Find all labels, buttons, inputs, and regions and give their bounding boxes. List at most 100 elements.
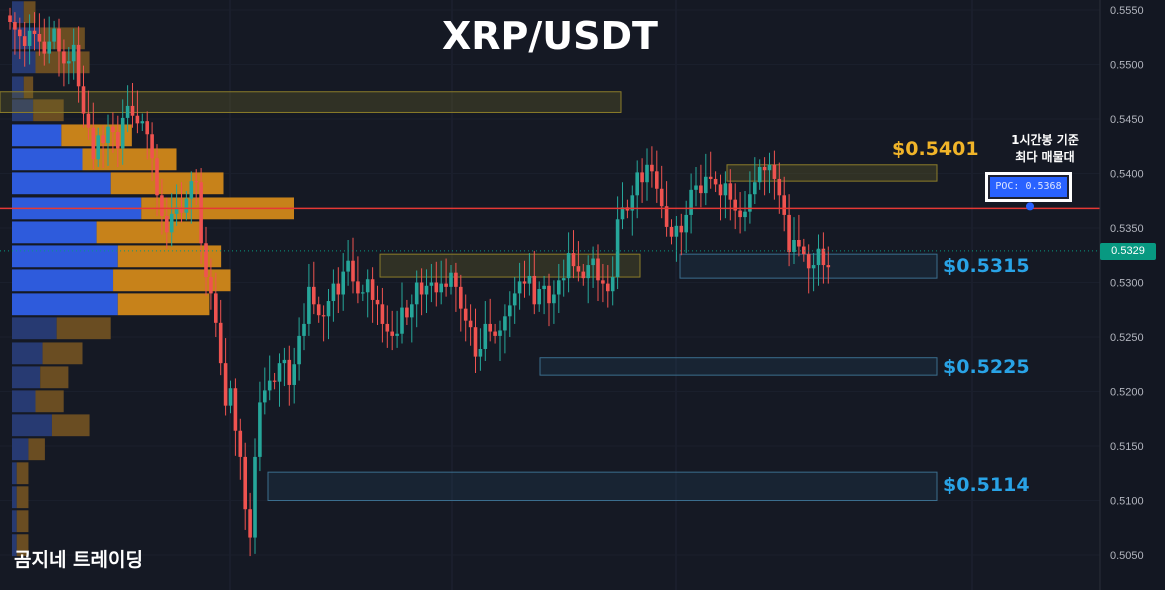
candle-body [689, 189, 693, 215]
price-zone [379, 253, 641, 278]
candle-body [86, 113, 91, 128]
candle-body [351, 260, 355, 282]
candle-body [140, 121, 145, 124]
chart-title: XRP/USDT [442, 14, 658, 58]
volume-profile [12, 1, 294, 557]
price-zone [539, 357, 938, 376]
price-zones [0, 91, 938, 502]
candle-body [811, 265, 816, 269]
y-tick-label: 0.5250 [1110, 332, 1144, 344]
candle-body [826, 265, 831, 268]
vp-buy-bar [12, 317, 57, 340]
candle-body [561, 278, 566, 281]
candle-body [214, 293, 218, 323]
candle-body [659, 188, 664, 207]
y-tick-label: 0.5500 [1110, 60, 1144, 72]
candle-body [125, 105, 130, 118]
candle-body [267, 380, 272, 391]
candle-body [111, 126, 115, 133]
level-label-0: $0.5401 [892, 138, 979, 160]
candle-body [522, 281, 527, 284]
candle-body [37, 33, 42, 42]
candle-body [434, 282, 439, 293]
candle-body [429, 282, 434, 286]
candle-body [596, 258, 600, 281]
y-tick-label: 0.5550 [1110, 5, 1144, 17]
candle-body [316, 304, 321, 316]
candle-body [527, 275, 532, 284]
price-axis-bg [1100, 0, 1165, 590]
candle-body [253, 456, 257, 538]
candle-body [645, 164, 649, 183]
vp-buy-bar [12, 99, 34, 122]
candle-body [753, 182, 757, 195]
candle-body [669, 226, 674, 237]
reference-lines [0, 202, 1100, 252]
candle-body [238, 430, 243, 457]
candle-body [174, 207, 179, 214]
vp-sell-bar [113, 269, 231, 292]
candle-body [615, 219, 620, 278]
candle-body [762, 166, 767, 171]
candle-body [444, 283, 448, 287]
candle-body [8, 15, 12, 22]
candle-body [718, 184, 723, 196]
candle-body [512, 293, 517, 306]
y-tick-label: 0.5100 [1110, 496, 1144, 508]
y-tick-label: 0.5150 [1110, 441, 1144, 453]
poc-note-line-1: 1시간봉 기준 [1011, 133, 1079, 147]
candle-body [346, 260, 350, 272]
candle-body [160, 195, 164, 217]
candle-body [365, 279, 370, 293]
vp-buy-bar [12, 1, 24, 24]
vp-buy-bar [12, 76, 24, 99]
candle-body [91, 127, 96, 160]
candle-body [542, 285, 546, 290]
candle-body [777, 178, 782, 196]
candle-body [552, 294, 556, 304]
candle-body [591, 258, 595, 266]
candle-body [802, 246, 806, 255]
candle-body [419, 282, 424, 295]
candle-body [566, 253, 571, 279]
candle-body [96, 135, 100, 160]
candle-body [336, 283, 341, 295]
candle-body [169, 213, 174, 233]
vp-buy-bar [12, 221, 97, 244]
candle-body [218, 322, 223, 364]
candle-body [194, 181, 198, 183]
candle-body [32, 30, 37, 34]
candle-body [341, 271, 345, 295]
candle-body [792, 239, 796, 252]
candle-body [292, 364, 296, 385]
candle-body [13, 21, 17, 30]
candle-body [713, 178, 718, 185]
level-label-3: $0.5114 [943, 474, 1030, 496]
vp-buy-bar [12, 342, 43, 365]
candle-body [650, 164, 654, 172]
candle-body [204, 243, 208, 278]
vp-buy-bar [12, 414, 52, 437]
candle-body [277, 363, 282, 382]
candle-body [380, 304, 385, 324]
candle-body [821, 248, 826, 266]
candle-body [67, 61, 71, 64]
candle-body [694, 185, 698, 190]
candle-body [782, 195, 786, 215]
price-axis: 0.5550 0.5500 0.5450 0.5400 0.5350 0.5300 0.52… [1099, 0, 1165, 590]
candle-body [478, 348, 483, 357]
candle-body [287, 359, 292, 385]
level-label-2: $0.5225 [943, 356, 1030, 378]
candle-body [52, 28, 56, 42]
candle-body [414, 282, 419, 305]
candle-body [459, 286, 463, 309]
candle-body [738, 210, 742, 218]
candle-body [743, 211, 747, 218]
vp-sell-bar [96, 221, 200, 244]
vp-sell-bar [56, 317, 111, 340]
candle-body [733, 199, 737, 211]
candle-body [635, 172, 639, 196]
candle-body [532, 275, 537, 305]
vp-buy-bar [12, 124, 62, 147]
